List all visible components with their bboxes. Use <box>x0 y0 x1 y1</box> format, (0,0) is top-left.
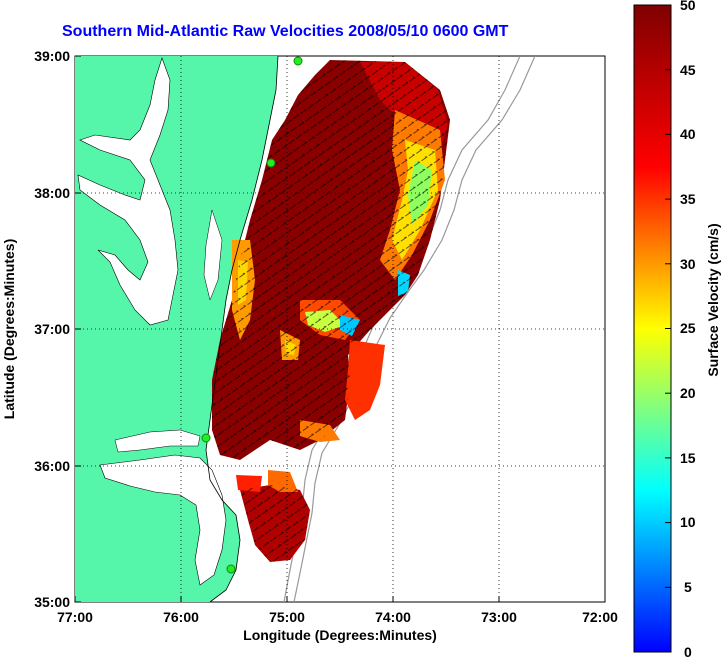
station-marker <box>226 564 236 574</box>
x-tick-label: 72:00 <box>582 609 618 625</box>
colorbar-tick-label: 20 <box>680 385 696 401</box>
colorbar-tick-label: 25 <box>680 320 696 336</box>
y-tick-label: 38:00 <box>34 185 70 201</box>
x-tick-label: 74:00 <box>375 609 411 625</box>
map-title: Southern Mid-Atlantic Raw Velocities 200… <box>62 23 509 40</box>
colorbar-tick-label: 10 <box>680 514 696 530</box>
y-tick-label: 37:00 <box>34 321 70 337</box>
station-marker <box>201 433 211 443</box>
y-tick-label: 36:00 <box>34 458 70 474</box>
y-tick-labels: 39:00 38:00 37:00 36:00 35:00 <box>34 48 70 610</box>
colorbar-tick-label: 40 <box>680 126 696 142</box>
y-axis-label: Latitude (Degrees:Minutes) <box>1 239 17 419</box>
colorbar-tick-label: 5 <box>684 579 692 595</box>
chesapeake-bay <box>77 57 179 326</box>
colorbar-label: Surface Velocity (cm/s) <box>705 223 721 376</box>
y-tick-label: 35:00 <box>34 594 70 610</box>
x-axis-label: Longitude (Degrees:Minutes) <box>243 627 437 643</box>
colorbar-tick-label: 45 <box>680 62 696 78</box>
x-tick-label: 77:00 <box>57 609 93 625</box>
x-tick-labels: 77:00 76:00 75:00 74:00 73:00 72:00 <box>57 609 618 625</box>
x-tick-label: 75:00 <box>269 609 305 625</box>
coastline <box>205 56 279 602</box>
radar-stations <box>201 56 303 574</box>
colorbar-tick-labels: 50 45 40 35 30 25 20 15 10 5 0 <box>680 0 696 659</box>
albemarle-sound <box>114 429 201 453</box>
colorbar-ticks <box>665 4 671 653</box>
colorbar-tick-label: 15 <box>680 450 696 466</box>
y-tick-label: 39:00 <box>34 48 70 64</box>
colorbar-tick-label: 0 <box>684 644 692 659</box>
colorbar-tick-label: 35 <box>680 191 696 207</box>
colorbar-tick-label: 50 <box>680 0 696 13</box>
station-marker <box>293 56 303 66</box>
delmarva-inlet <box>203 209 223 301</box>
grid-lines <box>75 56 605 602</box>
x-tick-label: 73:00 <box>481 609 517 625</box>
x-tick-label: 76:00 <box>163 609 199 625</box>
pamlico-sound <box>99 454 227 586</box>
station-marker <box>266 158 276 168</box>
colorbar-tick-label: 30 <box>680 256 696 272</box>
colorbar <box>633 4 672 653</box>
axis-ticks <box>74 55 606 603</box>
